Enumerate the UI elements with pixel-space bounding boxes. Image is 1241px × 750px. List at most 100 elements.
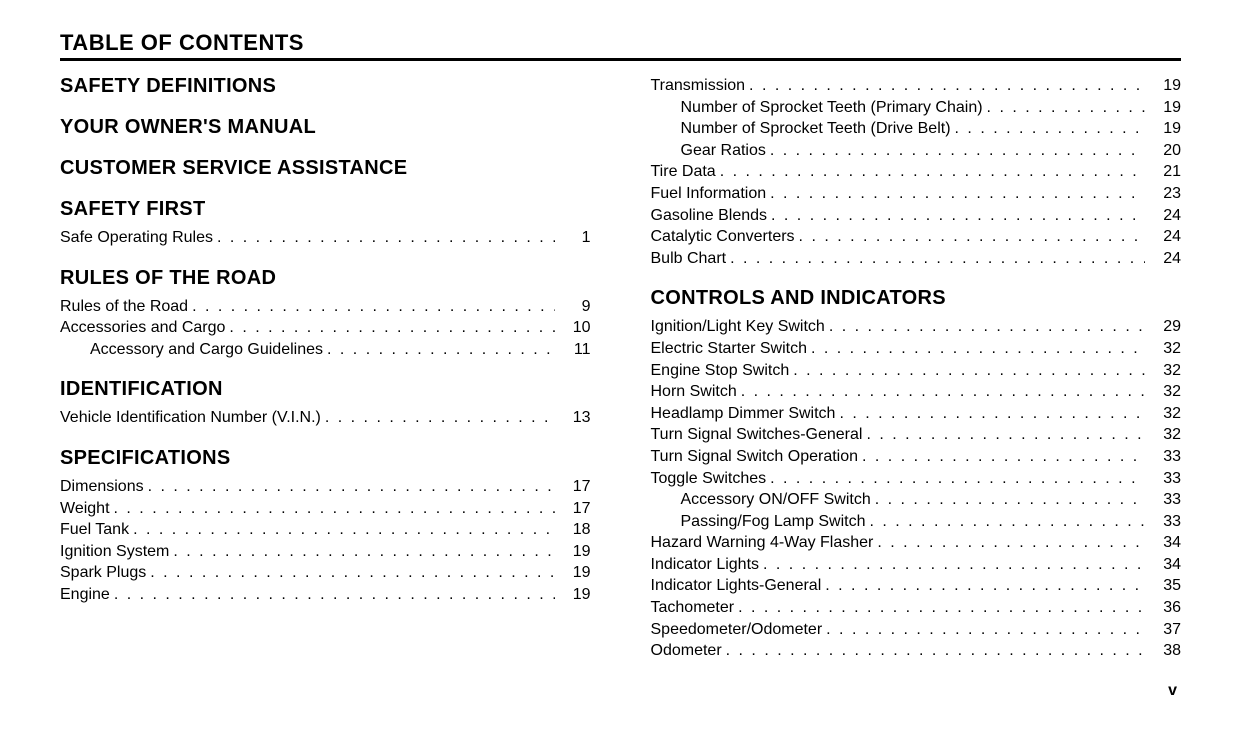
toc-entry: Passing/Fog Lamp Switch 33 (651, 511, 1182, 533)
toc-leader-dots (871, 489, 1145, 511)
toc-entry-label: Catalytic Converters (651, 226, 795, 248)
toc-entry-label: Accessory ON/OFF Switch (651, 489, 871, 511)
toc-entry-page: 24 (1145, 248, 1181, 270)
toc-entry: Spark Plugs19 (60, 562, 591, 584)
section-heading: SPECIFICATIONS (60, 447, 591, 470)
toc-entry-label: Odometer (651, 640, 722, 662)
toc-entry-page: 1 (555, 227, 591, 249)
toc-leader-dots (858, 446, 1145, 468)
toc-leader-dots (873, 532, 1145, 554)
toc-entry: Tire Data21 (651, 161, 1182, 183)
page-number: v (60, 682, 1181, 700)
toc-entry: Accessories and Cargo10 (60, 317, 591, 339)
toc-entry: Fuel Information23 (651, 183, 1182, 205)
toc-entry-page: 19 (555, 584, 591, 606)
toc-entry-label: Turn Signal Switch Operation (651, 446, 859, 468)
toc-entry: Horn Switch32 (651, 381, 1182, 403)
toc-entry-page: 38 (1145, 640, 1181, 662)
toc-entry: Weight 17 (60, 498, 591, 520)
toc-entry-label: Hazard Warning 4-Way Flasher (651, 532, 874, 554)
toc-leader-dots (835, 403, 1145, 425)
toc-entry-page: 32 (1145, 381, 1181, 403)
toc-entry-page: 33 (1145, 511, 1181, 533)
toc-entry: Gasoline Blends 24 (651, 205, 1182, 227)
toc-leader-dots (716, 161, 1145, 183)
toc-entry-page: 24 (1145, 205, 1181, 227)
toc-entry: Speedometer/Odometer37 (651, 619, 1182, 641)
toc-entry-label: Weight (60, 498, 110, 520)
toc-leader-dots (822, 619, 1145, 641)
left-column: SAFETY DEFINITIONSYOUR OWNER'S MANUALCUS… (60, 75, 591, 662)
toc-entry: Rules of the Road9 (60, 296, 591, 318)
section-heading: SAFETY FIRST (60, 198, 591, 221)
toc-entry: Vehicle Identification Number (V.I.N.)13 (60, 407, 591, 429)
toc-leader-dots (951, 118, 1145, 140)
toc-entry-label: Number of Sprocket Teeth (Drive Belt) (651, 118, 951, 140)
toc-entry-page: 11 (555, 339, 591, 361)
toc-entry: Toggle Switches33 (651, 468, 1182, 490)
section-heading: IDENTIFICATION (60, 378, 591, 401)
toc-entry-page: 20 (1145, 140, 1181, 162)
toc-entry-label: Passing/Fog Lamp Switch (651, 511, 866, 533)
toc-entry-page: 23 (1145, 183, 1181, 205)
toc-entry: Accessory and Cargo Guidelines11 (60, 339, 591, 361)
toc-leader-dots (865, 511, 1145, 533)
toc-entry-page: 32 (1145, 338, 1181, 360)
toc-entry-page: 32 (1145, 424, 1181, 446)
toc-entry-page: 17 (555, 498, 591, 520)
toc-entry-label: Gasoline Blends (651, 205, 768, 227)
toc-entry-label: Engine Stop Switch (651, 360, 790, 382)
toc-entry-label: Fuel Tank (60, 519, 129, 541)
toc-entry: Accessory ON/OFF Switch33 (651, 489, 1182, 511)
toc-entry-page: 19 (1145, 75, 1181, 97)
toc-entry-label: Transmission (651, 75, 746, 97)
toc-entry: Catalytic Converters24 (651, 226, 1182, 248)
toc-leader-dots (188, 296, 554, 318)
toc-entry: Indicator Lights-General35 (651, 575, 1182, 597)
section-heading: RULES OF THE ROAD (60, 267, 591, 290)
toc-entry-page: 34 (1145, 532, 1181, 554)
toc-entry-page: 36 (1145, 597, 1181, 619)
toc-leader-dots (766, 140, 1145, 162)
toc-entry: Hazard Warning 4-Way Flasher 34 (651, 532, 1182, 554)
toc-leader-dots (110, 584, 555, 606)
toc-entry-label: Tachometer (651, 597, 735, 619)
toc-entry-label: Rules of the Road (60, 296, 188, 318)
toc-entry: Odometer 38 (651, 640, 1182, 662)
right-column: Transmission19Number of Sprocket Teeth (… (651, 75, 1182, 662)
toc-entry: Number of Sprocket Teeth (Primary Chain)… (651, 97, 1182, 119)
toc-leader-dots (807, 338, 1145, 360)
toc-leader-dots (323, 339, 554, 361)
toc-entry-label: Gear Ratios (651, 140, 766, 162)
toc-entry-page: 19 (1145, 118, 1181, 140)
toc-leader-dots (734, 597, 1145, 619)
toc-entry-label: Speedometer/Odometer (651, 619, 823, 641)
toc-entry: Number of Sprocket Teeth (Drive Belt) 19 (651, 118, 1182, 140)
toc-columns: SAFETY DEFINITIONSYOUR OWNER'S MANUALCUS… (60, 75, 1181, 662)
toc-entry: Turn Signal Switches-General 32 (651, 424, 1182, 446)
toc-entry-label: Indicator Lights (651, 554, 760, 576)
toc-leader-dots (722, 640, 1145, 662)
toc-leader-dots (129, 519, 554, 541)
toc-entry: Engine19 (60, 584, 591, 606)
toc-entry-page: 19 (1145, 97, 1181, 119)
toc-leader-dots (737, 381, 1145, 403)
toc-title: TABLE OF CONTENTS (60, 30, 1181, 61)
toc-entry-label: Bulb Chart (651, 248, 727, 270)
toc-entry-label: Turn Signal Switches-General (651, 424, 863, 446)
toc-leader-dots (766, 183, 1145, 205)
toc-entry: Fuel Tank18 (60, 519, 591, 541)
toc-leader-dots (825, 316, 1145, 338)
toc-leader-dots (144, 476, 555, 498)
toc-leader-dots (225, 317, 554, 339)
toc-entry-label: Toggle Switches (651, 468, 767, 490)
toc-entry-label: Number of Sprocket Teeth (Primary Chain) (651, 97, 983, 119)
toc-entry-label: Headlamp Dimmer Switch (651, 403, 836, 425)
toc-entry-label: Electric Starter Switch (651, 338, 807, 360)
toc-entry-label: Tire Data (651, 161, 716, 183)
toc-entry-label: Indicator Lights-General (651, 575, 822, 597)
section-heading: CONTROLS AND INDICATORS (651, 287, 1182, 310)
toc-leader-dots (146, 562, 554, 584)
toc-entry-page: 19 (555, 562, 591, 584)
toc-leader-dots (213, 227, 555, 249)
